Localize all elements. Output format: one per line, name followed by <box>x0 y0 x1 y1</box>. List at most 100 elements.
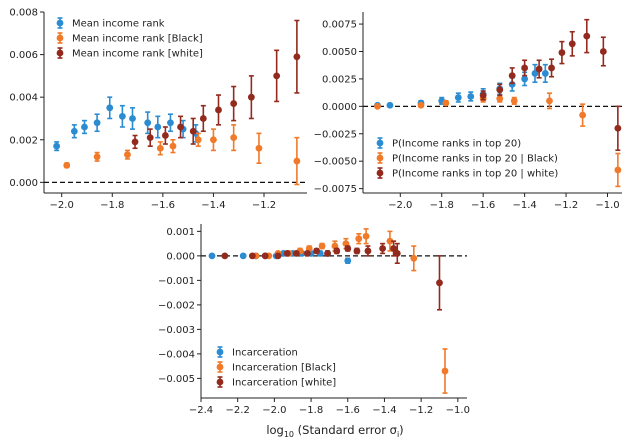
data-point <box>374 102 381 110</box>
legend-label: P(Income ranks in top 20 | Black) <box>392 154 558 165</box>
x-tick-label: −1.6 <box>336 405 360 416</box>
x-tick-label: −1.4 <box>372 405 396 416</box>
x-tick-label: −1.6 <box>471 200 495 211</box>
y-tick-label: 0.008 <box>9 8 38 19</box>
y-tick-label: 0.002 <box>9 135 38 146</box>
data-point <box>583 32 591 40</box>
data-point <box>379 245 387 252</box>
data-point <box>81 123 88 131</box>
data-point <box>230 100 238 107</box>
y-tick-label: 0.0000 <box>322 102 357 113</box>
data-point <box>274 252 282 260</box>
data-point <box>558 49 566 56</box>
legend-label: P(Income ranks in top 20) <box>392 139 521 150</box>
data-point <box>199 115 207 122</box>
data-point <box>548 64 555 72</box>
data-point <box>247 93 255 101</box>
data-point <box>390 245 398 252</box>
data-point <box>194 136 202 144</box>
data-point <box>313 247 320 255</box>
y-tick-label: 0.001 <box>166 227 195 238</box>
data-point <box>479 91 487 99</box>
x-tick-label: −1.4 <box>201 200 225 211</box>
data-point <box>106 104 114 112</box>
data-point <box>239 252 247 260</box>
chart-top20: −0.0075 −0.0050 −0.0025 0.0000 0.0025 0.0050 0… <box>314 12 622 211</box>
y-tick-label: 0.0075 <box>322 20 357 31</box>
legend-marker <box>376 154 384 162</box>
legend-marker <box>56 49 64 57</box>
data-point <box>255 144 263 152</box>
series-2 <box>221 240 443 311</box>
data-point <box>208 252 216 260</box>
chart-incarceration: −0.005 −0.004 −0.003 −0.002 −0.001 0.000 0.001… <box>158 224 470 416</box>
data-point <box>167 119 174 127</box>
legend-label: Incarceration [white] <box>232 378 336 389</box>
y-tick-label: 0.000 <box>166 251 195 262</box>
data-point <box>169 142 177 150</box>
data-point <box>386 237 394 245</box>
data-point <box>362 232 370 240</box>
data-point <box>364 247 372 255</box>
y-tick-label: −0.004 <box>158 349 195 360</box>
data-point <box>210 136 217 144</box>
series-1 <box>63 124 301 186</box>
data-point <box>293 157 301 165</box>
data-point <box>344 257 352 265</box>
data-point <box>70 127 78 135</box>
data-point <box>599 48 607 55</box>
data-point <box>156 144 164 152</box>
y-tick-label: 0.006 <box>9 50 38 61</box>
data-point <box>292 250 300 257</box>
y-tick-label: 0.000 <box>9 178 38 189</box>
x-tick-label: −1.2 <box>409 405 433 416</box>
data-point <box>442 99 450 107</box>
x-tick-label: −1.6 <box>151 200 175 211</box>
legend-label: P(Income ranks in top 20 | white) <box>392 169 558 180</box>
x-tick-label: −2.0 <box>50 200 74 211</box>
x-tick-label: −1.2 <box>554 200 578 211</box>
data-point <box>248 252 256 260</box>
series-2 <box>479 18 622 152</box>
data-point <box>118 112 126 120</box>
data-point <box>93 119 101 127</box>
data-point <box>579 111 587 119</box>
data-point <box>161 132 169 139</box>
data-point <box>230 134 238 142</box>
data-point <box>333 247 341 255</box>
legend-marker <box>56 34 64 42</box>
x-tick-label: −2.0 <box>262 405 286 416</box>
data-point <box>355 235 363 243</box>
x-tick-label: −1.2 <box>252 200 276 211</box>
y-tick-label: 0.0025 <box>322 74 357 85</box>
x-tick-label: −1.8 <box>100 200 124 211</box>
data-point <box>386 101 394 109</box>
data-point <box>521 64 529 72</box>
y-tick-label: −0.0075 <box>314 184 357 195</box>
data-point <box>221 252 229 260</box>
data-point <box>324 250 331 257</box>
data-point <box>318 242 326 250</box>
chart-income-rank: 0.000 0.002 0.004 0.006 0.008 −2.0 −1.8 −1.6 −1.… <box>9 8 307 211</box>
data-point <box>454 94 462 101</box>
legend-label: Incarceration [Black] <box>232 363 336 374</box>
y-tick-label: −0.002 <box>158 300 195 311</box>
legend-label: Incarceration <box>232 348 298 359</box>
y-tick-label: 0.0050 <box>322 47 357 58</box>
data-point <box>441 367 449 375</box>
data-point <box>93 153 101 161</box>
x-axis-title: log10 (Standard error σi) <box>266 423 403 439</box>
data-point <box>410 254 418 262</box>
data-point <box>63 161 71 169</box>
legend-label: Mean income rank [Black] <box>72 34 203 45</box>
y-tick-label: 0.004 <box>9 93 38 104</box>
x-tick-label: −2.4 <box>189 405 213 416</box>
data-point <box>154 123 162 131</box>
series-2 <box>131 19 301 150</box>
legend-marker <box>376 139 384 147</box>
series-0 <box>374 63 549 109</box>
data-point <box>261 252 269 260</box>
data-point <box>568 40 576 48</box>
data-point <box>541 70 549 77</box>
